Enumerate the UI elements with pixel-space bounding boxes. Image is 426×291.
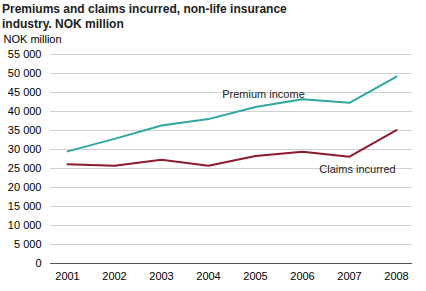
svg-text:2005: 2005 <box>243 270 267 282</box>
svg-text:2003: 2003 <box>149 270 173 282</box>
svg-text:NOK million: NOK million <box>4 33 62 45</box>
svg-text:25 000: 25 000 <box>8 162 42 174</box>
svg-text:0: 0 <box>35 257 41 269</box>
svg-text:2008: 2008 <box>384 270 408 282</box>
svg-text:2001: 2001 <box>55 270 79 282</box>
svg-text:45 000: 45 000 <box>8 86 42 98</box>
svg-text:40 000: 40 000 <box>8 105 42 117</box>
svg-text:5 000: 5 000 <box>14 238 42 250</box>
svg-text:15 000: 15 000 <box>8 200 42 212</box>
svg-text:30 000: 30 000 <box>8 143 42 155</box>
svg-text:2002: 2002 <box>102 270 126 282</box>
svg-text:Claims incurred: Claims incurred <box>319 163 395 175</box>
svg-text:2004: 2004 <box>196 270 220 282</box>
svg-text:10 000: 10 000 <box>8 219 42 231</box>
html-text:Premiums and claims incurred,: Premiums and claims incurred, non-life i… <box>2 2 287 31</box>
svg-text:2007: 2007 <box>337 270 361 282</box>
svg-text:50 000: 50 000 <box>8 67 42 79</box>
svg-text:Premium income: Premium income <box>222 88 305 100</box>
svg-text:35 000: 35 000 <box>8 124 42 136</box>
svg-text:20 000: 20 000 <box>8 181 42 193</box>
svg-text:55 000: 55 000 <box>8 48 42 60</box>
svg-text:2006: 2006 <box>290 270 314 282</box>
